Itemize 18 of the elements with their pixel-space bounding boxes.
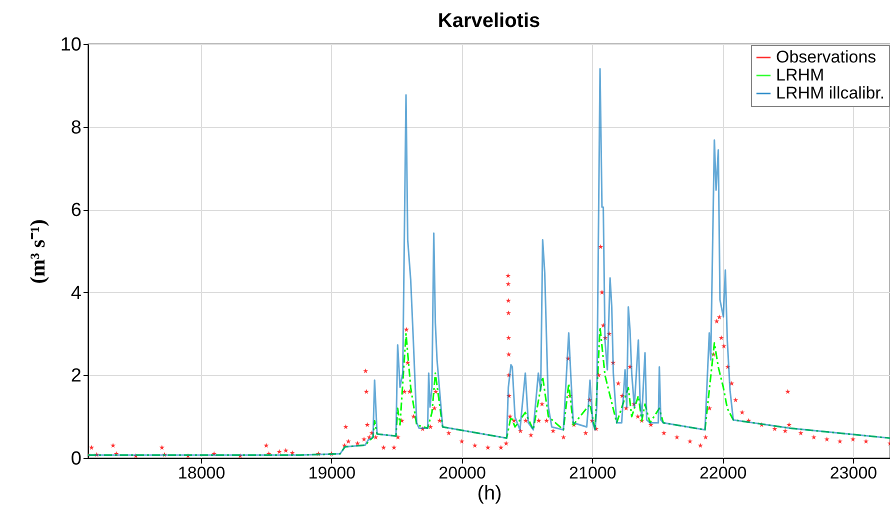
- x-tick-label: 19000: [308, 464, 356, 482]
- chart-title: Karveliotis: [438, 10, 540, 32]
- x-tick-label: 23000: [830, 464, 878, 482]
- y-tick-label: 6: [70, 200, 82, 222]
- x-tick-label: 20000: [438, 464, 486, 482]
- legend-label: LRHM illcalibr.: [776, 84, 885, 102]
- legend-label: LRHM: [776, 66, 824, 84]
- y-tick-label: 8: [70, 117, 82, 138]
- x-axis-title: (h): [477, 482, 502, 504]
- y-tick-label: 2: [70, 366, 82, 387]
- x-tick-label: 18000: [178, 464, 226, 482]
- legend-label: Observations: [776, 48, 876, 66]
- y-tick-label: 4: [70, 282, 82, 304]
- x-tick-label: 21000: [569, 464, 616, 482]
- y-axis-title: (m³ s⁻¹): [25, 219, 50, 284]
- y-tick-label: 10: [60, 34, 82, 56]
- y-tick-label: 0: [70, 448, 82, 470]
- x-tick-label: 22000: [699, 464, 747, 482]
